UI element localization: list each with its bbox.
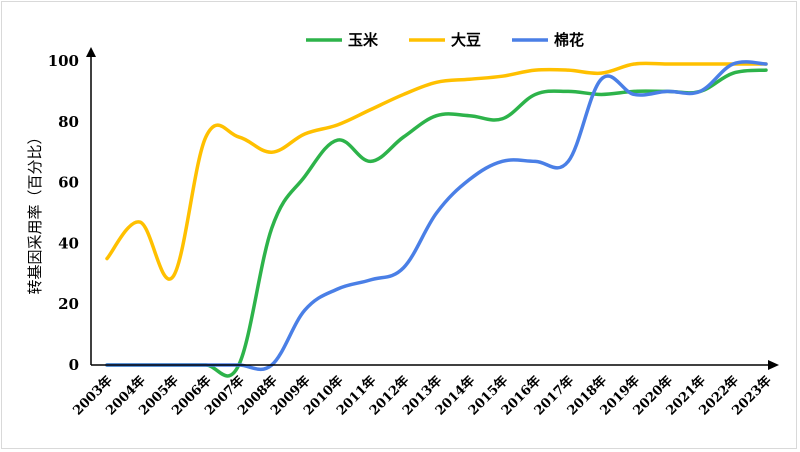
legend: 玉米 大豆 棉花 bbox=[306, 31, 584, 49]
x-ticks: 2003年2004年2005年2006年2007年2008年2009年2010年… bbox=[70, 373, 775, 419]
y-tick-label: 0 bbox=[69, 356, 79, 374]
series-lines bbox=[105, 60, 768, 378]
legend-label-2: 棉花 bbox=[554, 31, 584, 49]
legend-label-1: 大豆 bbox=[451, 31, 481, 49]
y-ticks: 0 20 40 60 80 100 bbox=[48, 52, 79, 374]
y-axis-arrow bbox=[86, 47, 96, 57]
y-tick-label: 60 bbox=[58, 174, 79, 192]
y-tick-label: 40 bbox=[58, 234, 79, 252]
series-line-1 bbox=[105, 61, 768, 281]
y-tick-label: 20 bbox=[58, 295, 79, 313]
series-line-2 bbox=[105, 60, 768, 372]
y-tick-label: 100 bbox=[48, 52, 79, 70]
y-axis-label: 转基因采用率（百分比） bbox=[26, 129, 44, 294]
x-axis-arrow bbox=[768, 360, 779, 370]
axes bbox=[86, 47, 779, 370]
legend-label-0: 玉米 bbox=[348, 31, 379, 49]
y-tick-label: 80 bbox=[58, 113, 79, 131]
series-line-0 bbox=[105, 68, 768, 378]
